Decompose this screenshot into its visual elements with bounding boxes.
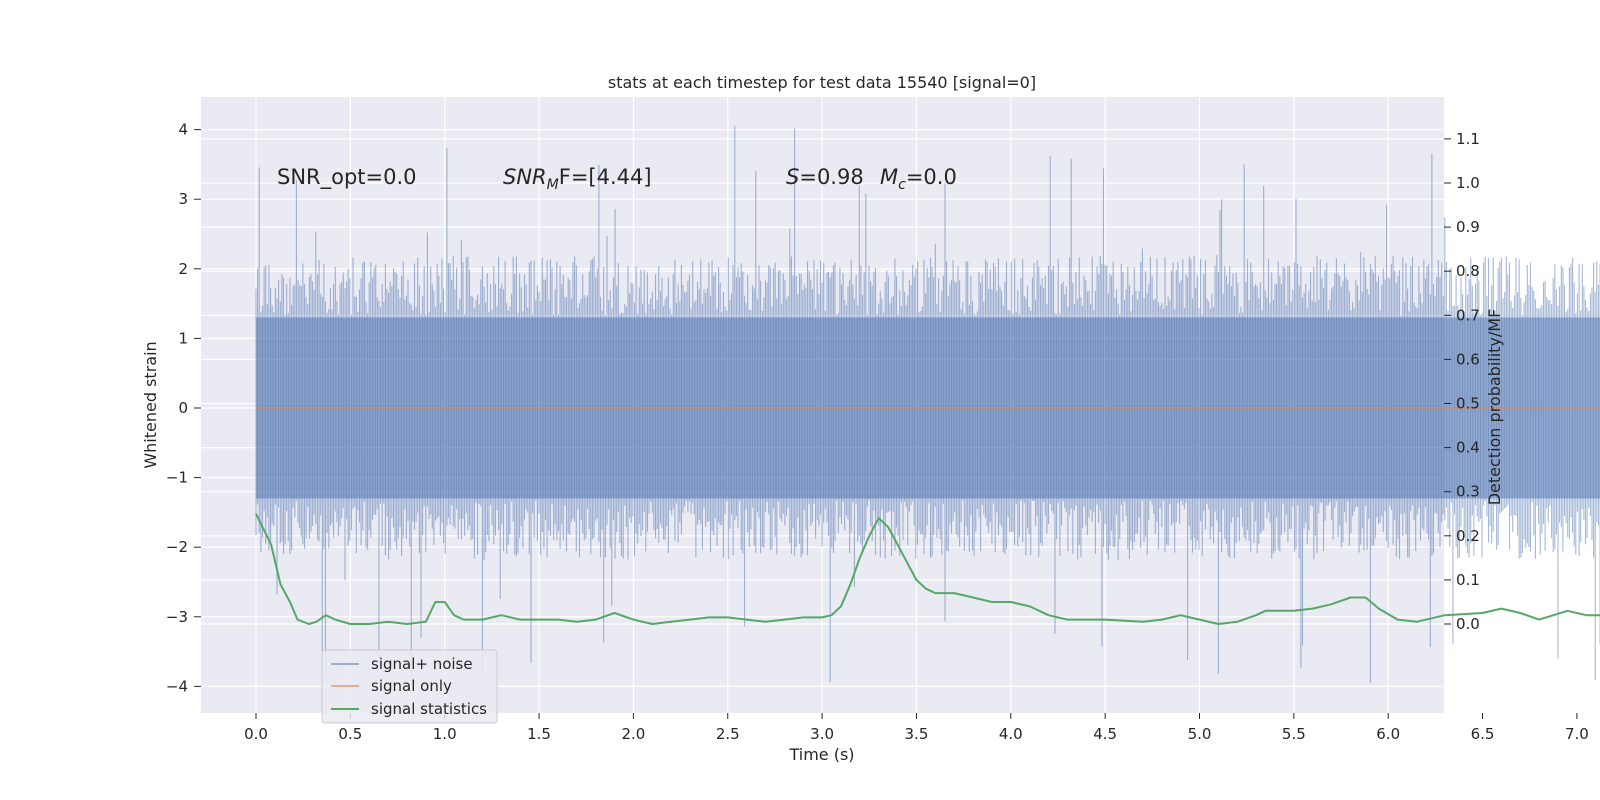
legend-box xyxy=(321,649,498,724)
y-left-tick-label-0: −4 xyxy=(166,677,188,695)
chart-title: stats at each timestep for test data 155… xyxy=(608,73,1036,92)
y-right-tick-label-8: 0.8 xyxy=(1456,262,1480,280)
x-tick-label-11: 5.5 xyxy=(1282,725,1306,743)
legend-label-signal-only: signal only xyxy=(371,677,452,695)
x-tick-label-2: 1.0 xyxy=(433,725,457,743)
y-right-tick-label-3: 0.3 xyxy=(1456,483,1480,501)
x-tick-label-7: 3.5 xyxy=(905,725,929,743)
y-right-tick-label-6: 0.6 xyxy=(1456,350,1480,368)
y-left-tick-label-1: −3 xyxy=(166,608,188,626)
y-right-tick-label-9: 0.9 xyxy=(1456,218,1480,236)
x-tick-label-10: 5.0 xyxy=(1188,725,1212,743)
annotation-snr-mf: SNRMF=[4.44] xyxy=(503,165,652,193)
x-axis-label: Time (s) xyxy=(788,745,854,764)
series-signal-statistics xyxy=(255,513,1600,625)
y-right-axis-ticks: 0.0 0.1 0.2 0.3 0.4 0.5 0.6 0.7 0.8 0.9 1.0 1.1 xyxy=(1444,130,1480,633)
y-right-axis-label: Detection probability/MF xyxy=(1485,309,1504,506)
x-tick-label-3: 1.5 xyxy=(527,725,551,743)
y-right-tick-label-1: 0.1 xyxy=(1456,571,1480,589)
legend-label-signal-statistics: signal statistics xyxy=(371,700,487,718)
x-tick-label-0: 0.0 xyxy=(244,725,268,743)
x-tick-label-8: 4.0 xyxy=(999,725,1023,743)
y-left-tick-label-7: 3 xyxy=(178,190,188,208)
x-axis-ticks: 0.0 0.5 1.0 1.5 2.0 2.5 3.0 3.5 4.0 4.5 5.0 5.5 6.0 6… xyxy=(244,713,1589,743)
x-tick-label-12: 6.0 xyxy=(1376,725,1400,743)
y-left-axis-ticks: −4 −3 −2 −1 0 1 2 3 4 xyxy=(166,121,201,695)
y-right-tick-label-4: 0.4 xyxy=(1456,439,1480,457)
y-left-tick-label-6: 2 xyxy=(178,260,188,278)
y-left-tick-label-4: 0 xyxy=(178,399,188,417)
x-tick-label-13: 6.5 xyxy=(1471,725,1495,743)
x-tick-label-9: 4.5 xyxy=(1093,725,1117,743)
x-tick-label-4: 2.0 xyxy=(621,725,645,743)
x-tick-label-1: 0.5 xyxy=(338,725,362,743)
x-tick-label-5: 2.5 xyxy=(716,725,740,743)
y-right-tick-label-2: 0.2 xyxy=(1456,527,1480,545)
y-right-tick-label-10: 1.0 xyxy=(1456,174,1480,192)
signal-statistics-line xyxy=(255,513,1600,625)
y-left-tick-label-5: 1 xyxy=(178,329,188,347)
y-left-tick-label-8: 4 xyxy=(178,121,188,139)
x-tick-label-14: 7.0 xyxy=(1565,725,1589,743)
x-tick-label-6: 3.0 xyxy=(810,725,834,743)
annotation-mc: Mc=0.0 xyxy=(880,165,957,193)
y-left-axis-label: Whitened strain xyxy=(141,341,160,468)
legend: signal+ noise signal only signal statist… xyxy=(321,649,498,724)
y-right-tick-label-7: 0.7 xyxy=(1456,306,1480,324)
annotation-s: S=0.98 xyxy=(786,165,864,189)
y-right-tick-label-11: 1.1 xyxy=(1456,130,1480,148)
y-left-tick-label-3: −1 xyxy=(166,469,188,487)
y-left-tick-label-2: −2 xyxy=(166,538,188,556)
y-right-tick-label-0: 0.0 xyxy=(1456,615,1480,633)
y-right-tick-label-5: 0.5 xyxy=(1456,395,1480,413)
annotation-snr-opt: SNR_opt=0.0 xyxy=(277,165,417,190)
legend-label-signal-plus-noise: signal+ noise xyxy=(371,655,473,673)
